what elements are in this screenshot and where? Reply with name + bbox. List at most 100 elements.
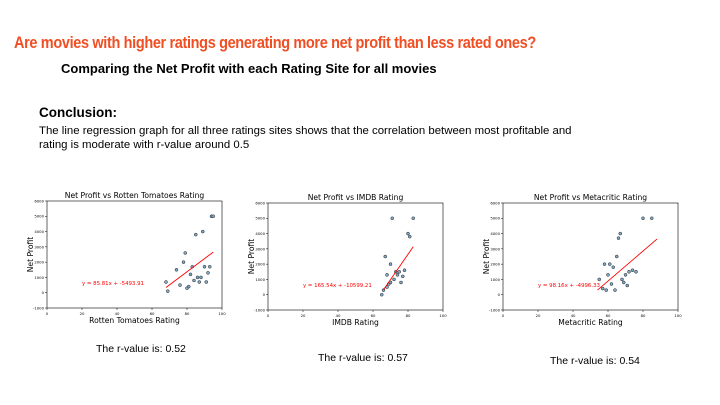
x-tick-label: 80 xyxy=(406,313,411,318)
y-tick-label: 0 xyxy=(42,290,45,295)
data-point xyxy=(622,280,626,285)
y-tick-label: 1000 xyxy=(490,277,500,282)
data-point xyxy=(199,275,203,280)
chart-title: Net Profit vs Metacritic Rating xyxy=(534,193,647,202)
plot-frame xyxy=(46,200,223,309)
regression-line xyxy=(383,246,414,290)
y-tick-label: 4000 xyxy=(34,229,44,234)
data-point xyxy=(627,270,631,274)
y-tick-label: -1000 xyxy=(489,307,501,312)
y-axis-label: Net Profit xyxy=(247,239,256,275)
data-point xyxy=(181,260,186,264)
y-tick-label: 5000 xyxy=(490,216,500,221)
data-point xyxy=(187,284,191,289)
y-tick-label: 6000 xyxy=(34,198,44,203)
x-tick-label: 20 xyxy=(80,311,85,316)
x-tick-label: 80 xyxy=(641,313,646,318)
data-point xyxy=(192,278,196,283)
data-point xyxy=(625,283,629,288)
data-point xyxy=(194,232,198,237)
data-point xyxy=(390,216,394,221)
regression-equation: y = 165.54x + -10599.21 xyxy=(303,283,372,289)
data-point xyxy=(166,289,170,293)
y-tick-label: 4000 xyxy=(255,231,265,236)
y-tick-label: -1000 xyxy=(254,307,266,312)
x-tick-label: 40 xyxy=(336,313,341,318)
x-tick-label: 100 xyxy=(674,313,682,318)
r-value-imdb: The r-value is: 0.57 xyxy=(318,352,408,364)
data-point xyxy=(623,273,628,277)
y-tick-label: 5000 xyxy=(34,214,44,219)
data-point xyxy=(380,292,384,297)
conclusion-heading: Conclusion: xyxy=(39,105,117,120)
regression-equation: y = 85.81x + -5493.91 xyxy=(82,281,144,287)
x-tick-label: 0 xyxy=(46,311,49,316)
chart-imdb-svg: Net Profit vs IMDB Rating 0 20 40 60 80 100 -10… xyxy=(247,193,447,327)
y-tick-label: 0 xyxy=(263,292,266,297)
data-point xyxy=(609,282,614,286)
data-point xyxy=(408,234,412,239)
data-point xyxy=(601,286,605,291)
y-tick-label: 6000 xyxy=(255,200,265,205)
r-value-rotten-tomatoes: The r-value is: 0.52 xyxy=(96,343,186,355)
data-point xyxy=(597,277,601,282)
y-tick-label: 4000 xyxy=(490,231,500,236)
x-tick-label: 20 xyxy=(301,313,306,318)
y-tick-label: 3000 xyxy=(255,246,265,251)
data-point xyxy=(613,288,617,292)
x-tick-label: 0 xyxy=(267,313,270,318)
data-point xyxy=(615,254,619,259)
data-point xyxy=(388,262,393,266)
r-value-metacritic: The r-value is: 0.54 xyxy=(550,355,640,367)
data-point xyxy=(397,270,401,274)
chart-title: Net Profit vs IMDB Rating xyxy=(308,193,404,202)
headline: Are movies with higher ratings generatin… xyxy=(14,34,536,53)
data-point xyxy=(183,251,187,255)
x-tick-label: 20 xyxy=(536,313,541,318)
data-point xyxy=(608,262,612,266)
data-point xyxy=(401,274,405,279)
data-point xyxy=(197,280,201,284)
y-tick-label: 3000 xyxy=(34,244,44,249)
y-axis-label: Net Profit xyxy=(482,239,491,275)
chart-rotten-tomatoes: Net Profit vs Rotten Tomatoes Rating 0 20 4… xyxy=(22,188,226,328)
data-point xyxy=(201,229,205,234)
y-tick-label: -1000 xyxy=(33,305,45,310)
page-subtitle: Comparing the Net Profit with each Ratin… xyxy=(61,61,437,76)
plot-frame xyxy=(502,202,679,311)
x-tick-label: 0 xyxy=(502,313,505,318)
y-tick-label: 6000 xyxy=(490,200,500,205)
y-tick-label: 2000 xyxy=(34,260,44,265)
data-point xyxy=(611,265,615,269)
y-tick-label: 5000 xyxy=(255,216,265,221)
data-point xyxy=(620,277,624,282)
chart-metacritic-svg: Net Profit vs Metacritic Rating 0 20 40 60 80… xyxy=(482,193,682,327)
x-tick-label: 40 xyxy=(115,311,120,316)
data-point xyxy=(618,231,622,236)
x-axis-label: IMDB Rating xyxy=(332,318,379,327)
x-tick-label: 60 xyxy=(150,311,155,316)
data-point xyxy=(174,268,179,272)
data-point xyxy=(206,271,210,275)
data-point xyxy=(406,231,410,236)
data-point xyxy=(630,268,635,273)
data-point xyxy=(650,216,654,221)
x-tick-label: 100 xyxy=(218,311,226,316)
data-point xyxy=(195,275,200,280)
data-point xyxy=(383,254,387,259)
y-tick-label: 3000 xyxy=(490,246,500,251)
x-tick-label: 100 xyxy=(439,313,447,318)
data-point xyxy=(385,273,389,277)
data-point xyxy=(616,236,621,240)
data-point xyxy=(202,264,207,269)
y-tick-label: 1000 xyxy=(34,275,44,280)
data-point xyxy=(164,280,168,284)
data-point xyxy=(602,262,607,266)
y-tick-label: 2000 xyxy=(490,262,500,267)
x-tick-label: 60 xyxy=(371,313,376,318)
x-axis-label: Metacritic Rating xyxy=(558,318,623,327)
regression-equation: y = 98.16x + -4996.33 xyxy=(538,283,600,289)
chart-rotten-tomatoes-svg: Net Profit vs Rotten Tomatoes Rating 0 20 4… xyxy=(26,191,226,325)
conclusion-text: The line regression graph for all three … xyxy=(39,125,572,151)
data-point xyxy=(211,214,215,219)
